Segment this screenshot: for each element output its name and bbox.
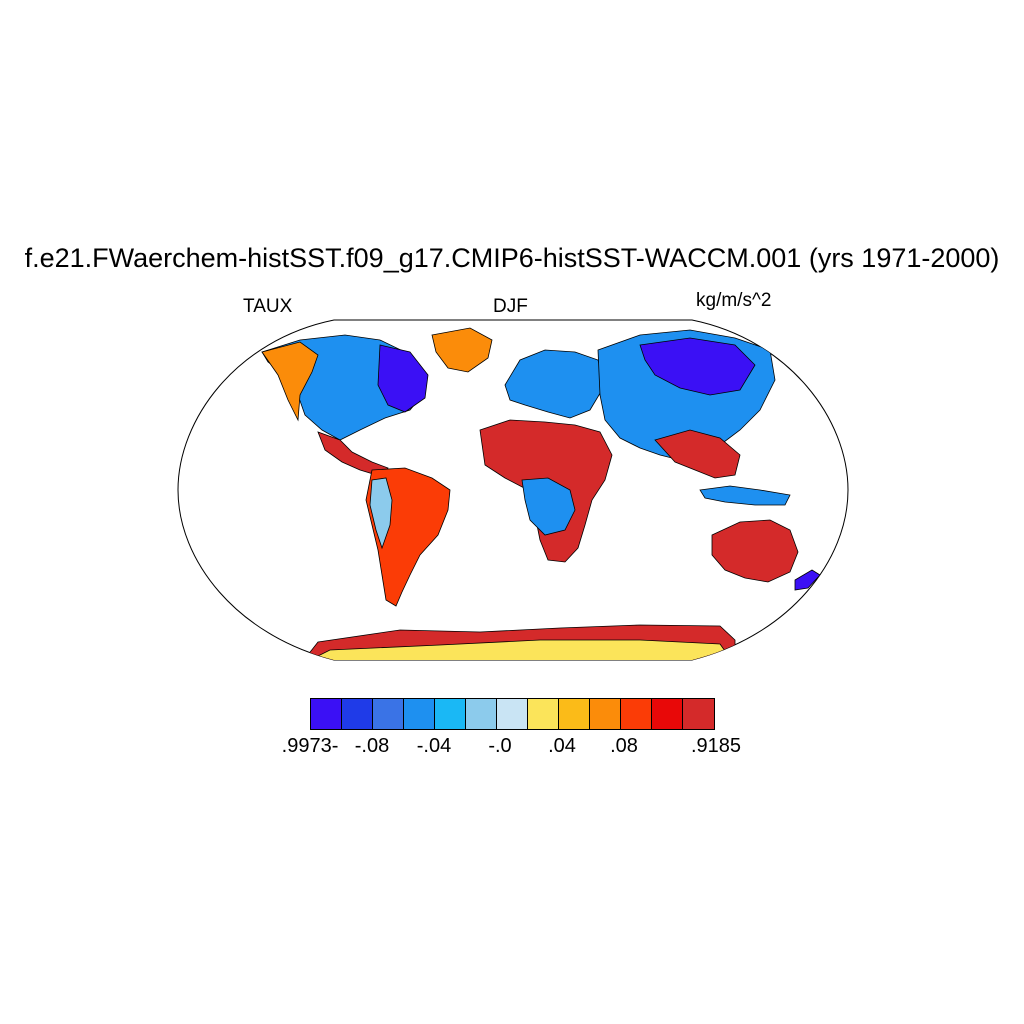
australia-land [711, 519, 799, 583]
colorbar-tick-label: .9185 [690, 735, 742, 757]
colorbar-tick-label: .9973- [281, 735, 339, 757]
new-zealand-land [794, 569, 821, 591]
africa-central [521, 477, 576, 536]
greenland-land [431, 327, 493, 373]
south-asia-land [654, 429, 741, 479]
variable-label: TAUX [243, 296, 293, 317]
plot-title: f.e21.FWaerchem-histSST.f09_g17.CMIP6-hi… [24, 243, 1000, 273]
colorbar-tick-label: .08 [610, 735, 638, 757]
colorbar-swatch [342, 699, 373, 729]
colorbar-swatch [404, 699, 435, 729]
colorbar-swatch [683, 699, 714, 729]
colorbar-tick-label: -.08 [354, 735, 390, 757]
colorbar-swatch [590, 699, 621, 729]
colorbar-swatch [373, 699, 404, 729]
north-america-east [377, 344, 429, 413]
colorbar-swatch [652, 699, 683, 729]
north-america-west-coast [261, 341, 319, 422]
units-label: kg/m/s^2 [696, 290, 772, 311]
colorbar-swatch [559, 699, 590, 729]
colorbar [310, 698, 715, 730]
south-america-andes [369, 477, 393, 550]
season-label: DJF [493, 296, 528, 317]
colorbar-swatch [466, 699, 497, 729]
colorbar-swatch [528, 699, 559, 729]
europe-land [504, 349, 606, 419]
colorbar-swatch [621, 699, 652, 729]
colorbar-swatch [435, 699, 466, 729]
colorbar-tick-label: -.04 [416, 735, 452, 757]
colorbar-tick-label: .04 [548, 735, 576, 757]
colorbar-tick-label: -.0 [488, 735, 512, 757]
indonesia-land [699, 485, 791, 506]
asia-north [639, 337, 756, 396]
antarctica-interior [299, 639, 736, 660]
colorbar-swatch [497, 699, 528, 729]
colorbar-swatch [311, 699, 342, 729]
